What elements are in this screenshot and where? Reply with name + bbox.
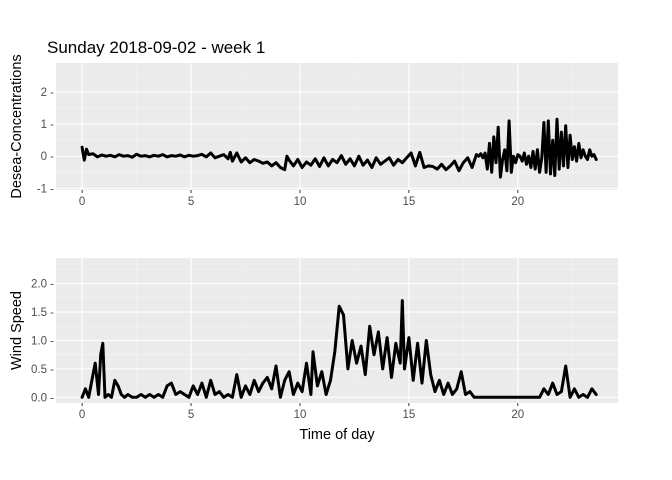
top-panel: 0 5 10 15 20 -1 - 0 - 1 - 2 - — [37, 63, 618, 208]
bottom-y-tick-label: 0.5 - — [31, 364, 54, 376]
top-series-line — [80, 117, 598, 179]
bottom-y-tick-label: 2.0 - — [31, 279, 54, 291]
top-y-tick-label: 1 - — [41, 119, 55, 131]
top-x-tick-label: 15 — [402, 196, 415, 208]
bottom-panel: 0 5 10 15 20 0.0 - 0.5 - 1.0 - 1.5 - 2.0 - — [31, 258, 618, 421]
bottom-y-tick-label: 1.5 - — [31, 307, 54, 319]
top-y-axis-label: Desea-Concentrations — [9, 54, 25, 198]
chart-title: Sunday 2018-09-02 - week 1 — [47, 38, 265, 57]
bottom-x-tick-label: 20 — [511, 409, 524, 421]
top-y-tick-label: 2 - — [41, 87, 55, 99]
bottom-x-tick-label: 5 — [188, 409, 194, 421]
top-x-tick-label: 10 — [294, 196, 307, 208]
bottom-series-line — [80, 299, 598, 399]
top-panel-background — [56, 63, 618, 190]
x-axis-label: Time of day — [299, 427, 375, 443]
bottom-y-tick-label: 0.0 - — [31, 392, 54, 404]
top-y-tick-label: 0 - — [41, 151, 55, 163]
bottom-y-axis-label: Wind Speed — [9, 291, 25, 370]
top-x-tick-label: 0 — [79, 196, 85, 208]
bottom-x-tick-label: 0 — [79, 409, 85, 421]
top-x-tick-label: 20 — [511, 196, 524, 208]
bottom-x-tick-label: 10 — [294, 409, 307, 421]
top-y-tick-label: -1 - — [37, 183, 54, 195]
bottom-y-tick-label: 1.0 - — [31, 335, 54, 347]
top-x-tick-label: 5 — [188, 196, 194, 208]
bottom-x-tick-label: 15 — [402, 409, 415, 421]
